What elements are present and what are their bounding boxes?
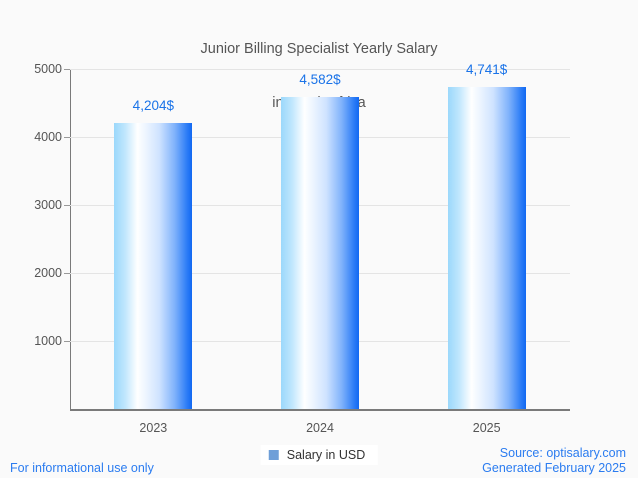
y-axis-tick xyxy=(64,137,70,138)
legend-label: Salary in USD xyxy=(286,448,366,462)
bar-value-label: 4,582$ xyxy=(299,72,341,88)
gridline xyxy=(70,69,570,70)
y-axis-tick xyxy=(64,205,70,206)
y-axis-tick-label: 1000 xyxy=(34,334,62,348)
y-axis-tick xyxy=(64,273,70,274)
x-axis-label-2024: 2024 xyxy=(306,421,334,435)
bar-fill xyxy=(447,86,526,409)
bar-2024[interactable]: 4,582$ xyxy=(281,72,359,409)
y-axis-tick-label: 4000 xyxy=(34,130,62,144)
x-axis-label-2023: 2023 xyxy=(139,421,168,435)
bar-2025[interactable]: 4,741$ xyxy=(447,62,526,409)
footer-generated: Generated February 2025 xyxy=(482,461,626,475)
legend-swatch-icon xyxy=(268,450,279,460)
bar-fill xyxy=(114,123,193,409)
bar-2023[interactable]: 4,204$ xyxy=(114,98,193,409)
plot-area: 1000 2000 3000 4000 5000 4,204$ 4,582$ 4,741$ xyxy=(34,62,570,409)
x-axis-line xyxy=(70,409,570,411)
bar-value-label: 4,204$ xyxy=(132,98,174,114)
y-axis-tick-label: 3000 xyxy=(34,198,62,212)
bar-value-label: 4,741$ xyxy=(466,61,508,77)
y-axis-tick xyxy=(64,69,70,70)
x-axis-label-2025: 2025 xyxy=(472,421,501,435)
chart-legend: Salary in USD xyxy=(260,445,378,465)
y-axis-tick-label: 2000 xyxy=(34,266,62,280)
y-axis-tick-label: 5000 xyxy=(34,62,62,76)
footer-source-block: Source: optisalary.com Generated Februar… xyxy=(482,446,626,476)
y-axis-tick xyxy=(64,341,70,342)
footer-source: Source: optisalary.com xyxy=(499,446,626,460)
y-axis-line xyxy=(70,69,71,410)
bar-fill xyxy=(281,97,359,409)
chart-title-line-1: Junior Billing Specialist Yearly Salary xyxy=(200,41,438,57)
footer-disclaimer: For informational use only xyxy=(10,461,154,475)
